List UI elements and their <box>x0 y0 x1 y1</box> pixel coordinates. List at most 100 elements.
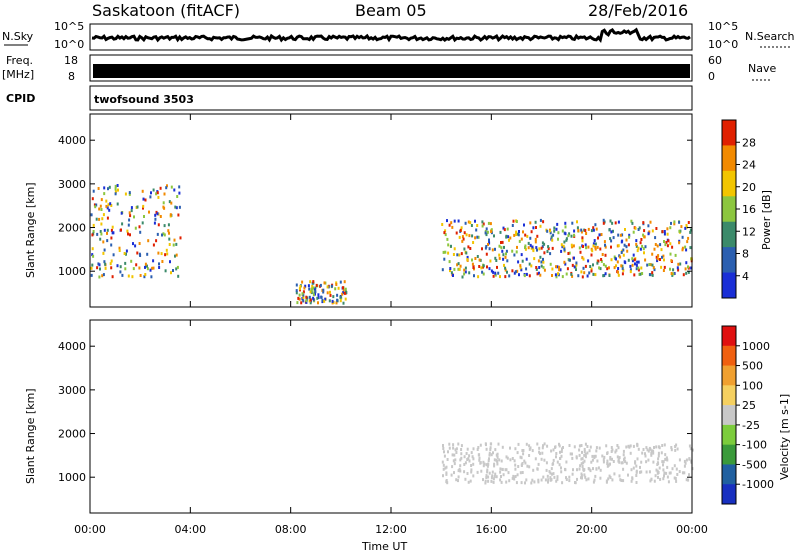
data-cell <box>445 465 448 469</box>
data-cell <box>611 448 614 452</box>
data-cell <box>670 272 673 275</box>
data-cell <box>148 210 150 214</box>
data-cell <box>99 267 101 271</box>
data-cell <box>450 244 452 248</box>
data-cell <box>444 229 447 233</box>
data-cell <box>663 474 665 478</box>
data-cell <box>144 273 147 276</box>
data-cell <box>563 246 566 250</box>
data-cell <box>557 231 560 235</box>
data-cell <box>517 260 520 264</box>
data-cell <box>509 236 512 240</box>
data-cell <box>481 270 484 274</box>
data-cell <box>547 245 550 249</box>
data-cell <box>459 264 462 268</box>
data-cell <box>663 230 666 233</box>
x-tick-label: 20:00 <box>576 523 608 536</box>
data-cell <box>587 227 590 231</box>
data-cell <box>598 233 601 237</box>
data-cell <box>488 267 491 271</box>
data-cell <box>649 220 652 224</box>
data-cell <box>483 462 486 466</box>
nave-label: Nave <box>748 62 776 75</box>
data-cell <box>675 479 678 483</box>
data-cell <box>110 236 113 240</box>
data-cell <box>550 235 553 239</box>
data-cell <box>165 248 168 252</box>
data-cell <box>505 480 508 484</box>
y-tick-label: 1000 <box>58 471 86 484</box>
data-cell <box>511 269 514 273</box>
data-cell <box>486 464 489 468</box>
data-cell <box>525 442 528 446</box>
data-cell <box>139 230 142 234</box>
data-cell <box>119 270 122 274</box>
data-cell <box>685 261 688 265</box>
data-cell <box>552 448 555 452</box>
data-cell <box>604 243 606 247</box>
data-cell <box>541 451 544 455</box>
data-cell <box>99 230 102 233</box>
data-cell <box>541 446 544 450</box>
data-cell <box>653 446 655 449</box>
data-cell <box>471 455 474 459</box>
data-cell <box>457 475 460 479</box>
data-cell <box>553 229 556 233</box>
data-cell <box>477 446 480 449</box>
data-cell <box>657 457 660 461</box>
data-cell <box>663 471 666 475</box>
data-cell <box>540 264 543 268</box>
data-cell <box>665 241 668 244</box>
data-cell <box>647 224 650 228</box>
colorbar-tick-label: -100 <box>742 439 767 452</box>
data-cell <box>571 263 574 267</box>
velocity-cbar-label: Velocity [m s-1] <box>778 394 791 480</box>
data-cell <box>594 454 597 458</box>
data-cell <box>301 280 304 284</box>
data-cell <box>682 273 685 277</box>
data-cell <box>488 238 490 242</box>
data-cell <box>143 275 146 279</box>
data-cell <box>630 479 633 483</box>
data-cell <box>609 237 612 241</box>
data-cell <box>627 243 630 247</box>
data-cell <box>664 243 667 247</box>
data-cell <box>144 265 146 269</box>
data-cell <box>648 446 651 450</box>
data-cell <box>565 272 568 276</box>
data-cell <box>539 224 542 228</box>
data-cell <box>664 457 667 461</box>
data-cell <box>295 283 298 287</box>
data-cell <box>580 228 583 232</box>
data-cell <box>482 264 485 268</box>
data-cell <box>170 185 173 189</box>
colorbar-swatch <box>722 272 736 299</box>
data-cell <box>326 291 329 295</box>
data-cell <box>656 244 659 248</box>
data-cell <box>596 245 599 249</box>
data-cell <box>673 220 676 224</box>
data-cell <box>444 250 447 254</box>
data-cell <box>628 233 631 237</box>
data-cell <box>468 271 471 275</box>
data-cell <box>110 228 113 232</box>
data-cell <box>108 208 111 212</box>
data-cell <box>485 252 488 256</box>
data-cell <box>639 272 642 276</box>
data-cell <box>542 260 545 264</box>
data-cell <box>489 442 492 446</box>
data-cell <box>169 213 172 217</box>
data-cell <box>580 474 583 477</box>
data-cell <box>486 470 489 474</box>
data-cell <box>670 221 672 225</box>
data-cell <box>582 467 585 471</box>
data-cell <box>487 221 490 225</box>
data-cell <box>637 246 640 250</box>
data-cell <box>673 464 676 468</box>
data-cell <box>584 264 587 268</box>
data-cell <box>661 255 663 259</box>
data-cell <box>127 232 129 236</box>
data-cell <box>625 238 628 242</box>
data-cell <box>166 184 168 188</box>
data-cell <box>620 251 623 254</box>
